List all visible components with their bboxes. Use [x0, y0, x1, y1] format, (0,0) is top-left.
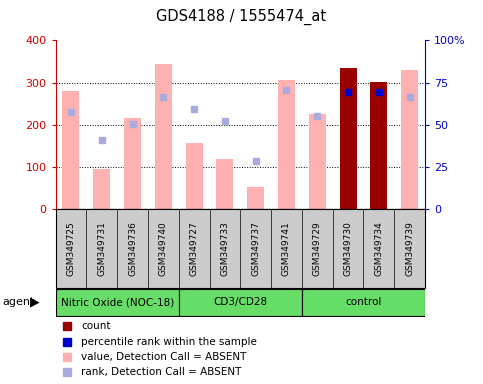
Text: ▶: ▶ [30, 296, 40, 309]
Text: agent: agent [2, 297, 35, 308]
Text: percentile rank within the sample: percentile rank within the sample [82, 336, 257, 346]
Bar [56, 289, 179, 316]
Bar [309, 114, 326, 209]
Text: control: control [345, 297, 382, 308]
Bar [93, 169, 110, 209]
Bar [278, 81, 295, 209]
Text: value, Detection Call = ABSENT: value, Detection Call = ABSENT [82, 352, 247, 362]
Text: rank, Detection Call = ABSENT: rank, Detection Call = ABSENT [82, 367, 242, 377]
Bar [247, 187, 264, 209]
Bar [401, 70, 418, 209]
Bar [179, 289, 302, 316]
Bar [62, 91, 79, 209]
Text: GSM349734: GSM349734 [374, 221, 384, 276]
Text: GSM349731: GSM349731 [97, 221, 106, 276]
Bar [370, 82, 387, 209]
Text: Nitric Oxide (NOC-18): Nitric Oxide (NOC-18) [60, 297, 174, 308]
Bar [370, 82, 387, 209]
Text: GSM349737: GSM349737 [251, 221, 260, 276]
Text: GSM349725: GSM349725 [67, 221, 75, 276]
Text: GSM349733: GSM349733 [220, 221, 229, 276]
Bar [302, 289, 425, 316]
Text: CD3/CD28: CD3/CD28 [213, 297, 268, 308]
Bar [216, 159, 233, 209]
Bar [124, 118, 141, 209]
Text: GSM349739: GSM349739 [405, 221, 414, 276]
Bar [340, 68, 356, 209]
Text: GSM349727: GSM349727 [190, 221, 199, 276]
Text: count: count [82, 321, 111, 331]
Text: GSM349730: GSM349730 [343, 221, 353, 276]
Text: GSM349729: GSM349729 [313, 221, 322, 276]
Bar [340, 68, 356, 209]
Text: GDS4188 / 1555474_at: GDS4188 / 1555474_at [156, 9, 327, 25]
Text: GSM349741: GSM349741 [282, 221, 291, 276]
Text: GSM349740: GSM349740 [159, 221, 168, 276]
Bar [185, 142, 202, 209]
Bar [155, 64, 172, 209]
Text: GSM349736: GSM349736 [128, 221, 137, 276]
